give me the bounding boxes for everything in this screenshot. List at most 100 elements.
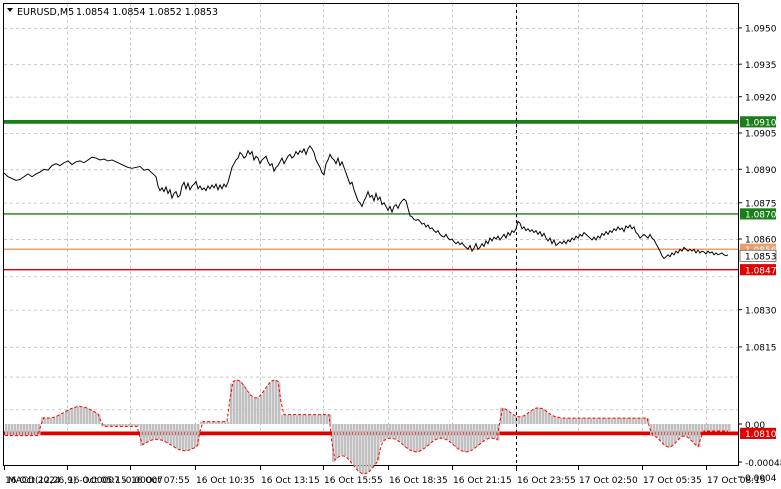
macd-bar (464, 424, 467, 452)
macd-bar (152, 424, 155, 440)
macd-bar (710, 424, 713, 431)
macd-bar (275, 380, 278, 424)
macd-bar (455, 424, 458, 448)
level-tag-1.0870 (740, 208, 776, 220)
level-tag-1.0856 (740, 243, 776, 255)
macd-tick-label: 0.00 (745, 421, 765, 431)
macd-bar (644, 418, 647, 424)
macd-bar (155, 424, 158, 440)
macd-bar (572, 418, 575, 424)
price-axis: 1.09501.09351.09201.09051.08901.08751.08… (738, 25, 776, 354)
macd-bar (71, 408, 74, 424)
macd-bar (344, 424, 347, 457)
macd-bar (347, 424, 350, 459)
macd-bar (524, 415, 527, 424)
macd-bar (104, 424, 107, 427)
macd-bar (173, 424, 176, 448)
macd-bar (338, 424, 341, 457)
macd-bar (497, 424, 500, 441)
macd-bar (182, 424, 185, 451)
time-tick-label: 17 Oct 02:50 (579, 476, 638, 486)
macd-bar (272, 379, 275, 424)
macd-bar (392, 424, 395, 439)
macd-bar (548, 413, 551, 424)
macd-bar (107, 424, 110, 427)
macd-bar (404, 424, 407, 447)
macd-bar (47, 418, 50, 424)
macd-bar (14, 424, 17, 436)
macd-bar (677, 424, 680, 440)
macd-bar (449, 424, 452, 443)
macd-bar (239, 381, 242, 424)
price-tick-label: 1.0815 (745, 344, 776, 354)
macd-bar (539, 407, 542, 424)
macd-bar (191, 424, 194, 450)
macd-bar (326, 414, 329, 424)
macd-bar (170, 424, 173, 446)
macd-bar (713, 424, 716, 431)
macd-bar (398, 424, 401, 442)
macd-bar (17, 424, 20, 436)
macd-bar (527, 412, 530, 424)
price-tick-label: 1.0875 (745, 200, 776, 210)
price-tick-label: 1.0935 (745, 61, 776, 71)
macd-bar (230, 383, 233, 424)
price-line (3, 145, 729, 260)
macd-bar (260, 394, 263, 424)
macd-bar (407, 424, 410, 450)
macd-tick-label: 0.0004 (745, 474, 777, 484)
macd-bar (590, 418, 593, 424)
macd-bar (641, 418, 644, 424)
macd-bar (656, 424, 659, 438)
time-tick-label: 16 Oct 13:15 (261, 476, 320, 486)
macd-bar (695, 424, 698, 446)
macd-bar (542, 409, 545, 424)
macd-bar (551, 415, 554, 424)
macd-bar (488, 424, 491, 439)
collapse-triangle-icon[interactable] (7, 8, 13, 12)
macd-bar (632, 418, 635, 424)
macd-bar (311, 414, 314, 424)
macd-bar (566, 418, 569, 424)
macd-bar (443, 424, 446, 439)
macd-bar (620, 418, 623, 424)
macd-bar (305, 414, 308, 424)
macd-bar (143, 424, 146, 444)
macd-bar (614, 418, 617, 424)
macd-bar (341, 424, 344, 456)
macd-bar (401, 424, 404, 445)
macd-bar (32, 424, 35, 436)
price-tick-label: 1.0920 (745, 94, 776, 104)
time-tick-label: 17 Oct 05:35 (643, 476, 702, 486)
macd-bar (446, 424, 449, 440)
level-label-1.0810: 1.0810 (745, 430, 776, 440)
macd-bar (704, 424, 707, 431)
macd-bar (335, 424, 338, 459)
time-tick-label: 16 Oct 07:55 (131, 476, 190, 486)
macd-bar (674, 424, 677, 444)
macd-bar (560, 418, 563, 424)
macd-bar (386, 424, 389, 439)
macd-bar (140, 424, 143, 446)
level-label-1.0847: 1.0847 (745, 267, 776, 277)
macd-bar (110, 424, 113, 427)
grid (4, 3, 738, 434)
macd-bar (245, 388, 248, 424)
macd-bar (383, 424, 386, 441)
macd-bar (209, 421, 212, 424)
macd-bar (206, 421, 209, 424)
macd-bar (134, 424, 137, 427)
macd-bar (113, 424, 116, 427)
macd-bar (95, 412, 98, 424)
level-tag-1.0810 (740, 427, 776, 439)
macd-bar (164, 424, 167, 442)
macd-bar (197, 424, 200, 446)
macd-bar (554, 416, 557, 424)
macd-bar (221, 421, 224, 424)
macd-bar (41, 417, 44, 424)
macd-bar (503, 408, 506, 424)
macd-bar (50, 417, 53, 424)
macd-bar (659, 424, 662, 441)
macd-bar (605, 418, 608, 424)
